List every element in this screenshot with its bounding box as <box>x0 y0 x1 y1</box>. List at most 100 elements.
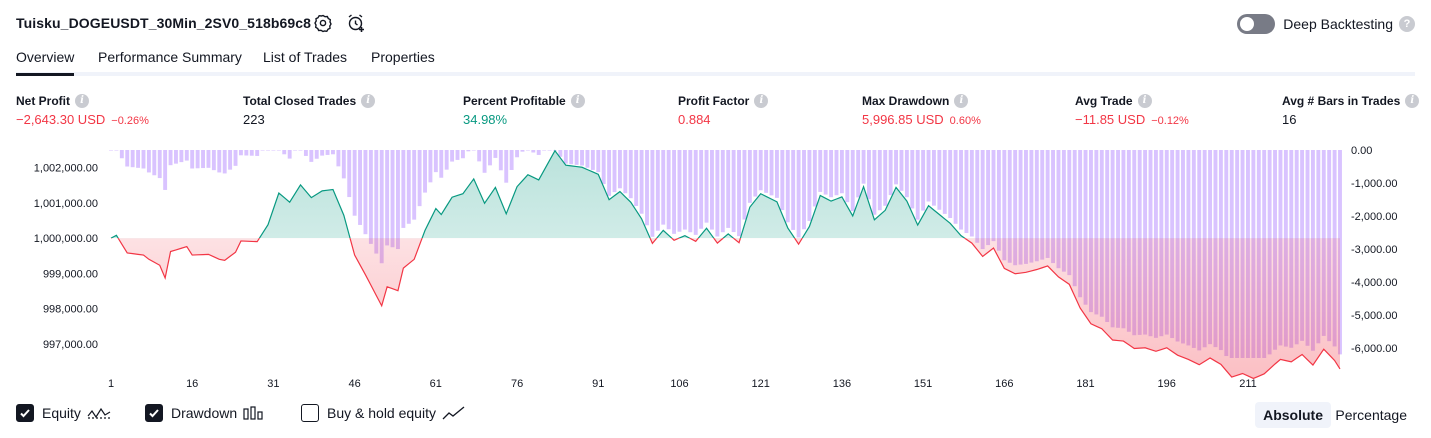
tab-performance-summary[interactable]: Performance Summary <box>98 49 242 65</box>
metric-total-closed-trades: Total Closed Trades i 223 <box>243 94 376 127</box>
drawdown-bar <box>287 150 292 159</box>
equity-checkbox[interactable] <box>16 404 34 422</box>
equity-tick-label: 999,000.00 <box>43 268 98 280</box>
info-icon[interactable]: i <box>1137 94 1152 108</box>
drawdown-bar <box>617 150 622 189</box>
equity-loss-area <box>111 238 1340 379</box>
info-icon[interactable]: i <box>954 94 969 108</box>
drawdown-bar <box>336 150 341 167</box>
drawdown-bar <box>1105 150 1110 323</box>
drawdown-bar <box>1002 150 1007 261</box>
drawdown-bar <box>179 150 184 163</box>
drawdown-bar <box>406 150 411 224</box>
drawdown-bar <box>509 150 514 170</box>
info-icon[interactable]: i <box>570 94 585 108</box>
drawdown-bar <box>742 150 747 220</box>
buy-hold-checkbox[interactable] <box>301 404 319 422</box>
drawdown-bar <box>157 150 162 179</box>
drawdown-bar <box>894 150 898 185</box>
drawdown-bar <box>276 150 281 151</box>
trade-tick-label: 211 <box>1239 378 1257 390</box>
drawdown-bar <box>986 150 991 246</box>
drawdown-bar <box>352 150 357 216</box>
drawdown-bar <box>222 150 227 174</box>
info-icon[interactable]: i <box>1405 94 1420 108</box>
drawdown-bar <box>125 150 130 167</box>
drawdown-bar <box>477 150 482 162</box>
metric-percent-profitable: Percent Profitable i 34.98% <box>463 94 585 127</box>
report-header: Tuisku_DOGEUSDT_30Min_2SV0_518b69c8 Deep… <box>16 0 1415 46</box>
drawdown-bar <box>737 150 741 237</box>
drawdown-bar <box>184 150 189 161</box>
drawdown-bar <box>780 150 785 211</box>
metric-net-profit: Net Profit i −2,643.30 USD −0.26% <box>16 94 149 127</box>
trade-tick-label: 151 <box>914 378 932 390</box>
drawdown-checkbox[interactable] <box>145 404 163 422</box>
absolute-button[interactable]: Absolute <box>1255 402 1331 428</box>
drawdown-bar <box>141 150 146 169</box>
drawdown-bar <box>542 150 547 151</box>
deep-backtesting-toggle[interactable] <box>1237 14 1276 34</box>
drawdown-bar <box>515 150 520 158</box>
drawdown-bar <box>650 150 655 237</box>
tab-overview[interactable]: Overview <box>16 49 75 76</box>
drawdown-bar <box>753 150 758 197</box>
drawdown-bar <box>228 150 233 170</box>
drawdown-bar <box>152 150 157 176</box>
drawdown-bar <box>807 150 812 221</box>
drawdown-bar <box>883 150 888 206</box>
drawdown-bar <box>569 150 574 165</box>
drawdown-bar <box>260 150 265 151</box>
drawdown-bar <box>1018 150 1023 265</box>
tab-properties[interactable]: Properties <box>371 49 435 65</box>
drawdown-bar <box>206 150 211 168</box>
drawdown-tick-label: -6,000.00 <box>1351 343 1397 355</box>
drawdown-bar <box>948 150 953 219</box>
legend-buy-hold-equity[interactable]: Buy & hold equity <box>301 404 466 422</box>
tab-list-of-trades[interactable]: List of Trades <box>263 49 348 65</box>
drawdown-bar <box>266 150 270 151</box>
drawdown-bar <box>282 150 287 155</box>
drawdown-bar <box>1013 150 1018 266</box>
drawdown-bar <box>850 150 855 212</box>
drawdown-bar <box>1094 150 1099 315</box>
settings-icon[interactable] <box>313 13 333 33</box>
drawdown-bar <box>1061 150 1066 272</box>
drawdown-bar <box>856 150 861 198</box>
equity-tick-label: 1,001,000.00 <box>34 198 98 210</box>
trade-tick-label: 1 <box>108 378 114 390</box>
drawdown-bar <box>244 150 249 156</box>
drawdown-bar <box>710 150 714 230</box>
drawdown-bar <box>1024 150 1028 264</box>
drawdown-bar <box>921 150 926 211</box>
drawdown-bar <box>818 150 823 192</box>
trend-line-icon <box>442 406 466 420</box>
percentage-button[interactable]: Percentage <box>1335 407 1407 423</box>
metric-label: Avg # Bars in Trades <box>1282 94 1401 108</box>
drawdown-bar <box>558 150 563 157</box>
legend-equity[interactable]: Equity <box>16 404 111 422</box>
drawdown-bar <box>1007 150 1012 263</box>
equity-drawdown-chart[interactable]: 1,002,000.00 1,001,000.00 1,000,000.00 999,… <box>0 140 1431 395</box>
drawdown-bar <box>704 150 709 223</box>
drawdown-bar <box>1067 150 1072 276</box>
legend-drawdown[interactable]: Drawdown <box>145 404 263 422</box>
drawdown-bar <box>130 150 135 168</box>
drawdown-bar <box>612 150 617 193</box>
drawdown-bar <box>829 150 834 198</box>
metric-value: 0.884 <box>678 112 711 127</box>
alert-add-icon[interactable] <box>346 13 366 33</box>
help-icon[interactable]: ? <box>1399 16 1415 32</box>
metric-value: 5,996.85 USD <box>862 112 944 127</box>
drawdown-bar <box>845 150 850 203</box>
drawdown-bar <box>899 150 904 191</box>
drawdown-bar <box>249 150 254 156</box>
drawdown-bar <box>293 150 298 151</box>
info-icon[interactable]: i <box>75 94 89 108</box>
drawdown-bar <box>774 150 779 198</box>
drawdown-bar <box>190 150 195 169</box>
drawdown-bar <box>1089 150 1093 313</box>
info-icon[interactable]: i <box>361 94 376 108</box>
info-icon[interactable]: i <box>754 94 769 108</box>
drawdown-bar <box>926 150 931 202</box>
